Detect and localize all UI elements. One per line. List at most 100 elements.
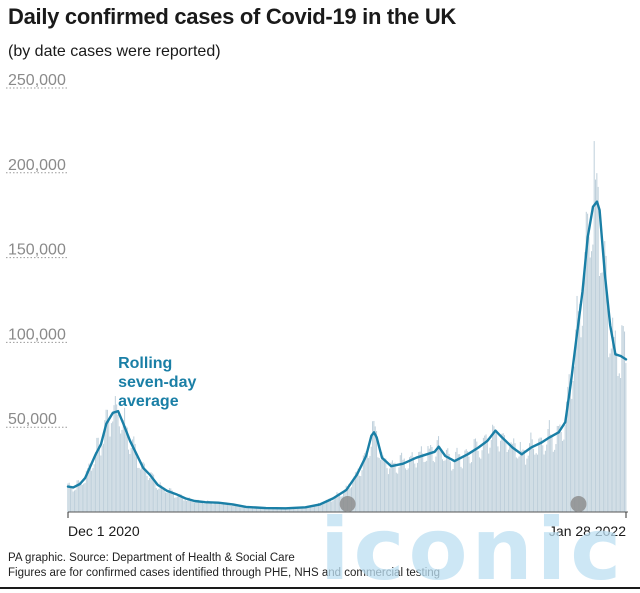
- daily-case-bar: [252, 506, 254, 512]
- daily-case-bar: [221, 504, 223, 512]
- daily-case-bar: [126, 427, 128, 512]
- daily-case-bar: [220, 504, 222, 512]
- daily-case-bar: [131, 439, 134, 512]
- daily-case-bar: [414, 463, 416, 512]
- annotation-line: Rolling: [118, 355, 172, 372]
- daily-case-bar: [467, 451, 469, 512]
- y-tick-label: 150,000: [8, 242, 66, 259]
- daily-case-bar: [373, 420, 375, 512]
- daily-case-bar: [451, 470, 453, 512]
- daily-case-bar: [130, 447, 132, 512]
- daily-case-bar: [589, 257, 591, 512]
- daily-case-bar: [383, 458, 385, 512]
- daily-case-bar: [468, 456, 470, 512]
- daily-case-bar: [482, 437, 484, 512]
- daily-case-bar: [286, 508, 288, 512]
- daily-case-bar: [159, 482, 161, 512]
- daily-case-bar: [385, 458, 387, 512]
- daily-case-bar: [412, 457, 414, 512]
- daily-case-bar: [282, 507, 284, 512]
- daily-case-bar: [518, 456, 520, 512]
- daily-case-bar: [81, 484, 83, 512]
- daily-case-bar: [609, 353, 611, 512]
- daily-case-bar: [229, 505, 231, 512]
- daily-case-bar: [190, 498, 192, 512]
- bottom-rule: [0, 587, 640, 589]
- daily-case-bar: [352, 481, 354, 512]
- daily-case-bar: [203, 503, 205, 512]
- daily-case-bar: [403, 458, 405, 512]
- daily-case-bar: [303, 507, 305, 512]
- daily-case-bar: [113, 405, 115, 512]
- daily-case-bar: [394, 462, 396, 512]
- daily-case-bar: [146, 475, 148, 512]
- daily-case-bar: [457, 454, 459, 512]
- rolling-average-line: [66, 200, 628, 510]
- daily-case-bar: [232, 505, 234, 512]
- daily-case-bar: [155, 488, 157, 512]
- daily-case-bar: [310, 505, 312, 512]
- daily-case-bar: [100, 455, 102, 512]
- daily-case-bar: [575, 329, 577, 512]
- annotation-line: average: [118, 393, 179, 410]
- daily-case-bar: [490, 439, 492, 512]
- daily-case-bar: [556, 425, 558, 512]
- daily-case-bar: [184, 499, 186, 512]
- daily-case-bar: [445, 449, 447, 512]
- daily-case-bar: [125, 426, 127, 512]
- daily-case-bar: [327, 499, 329, 512]
- daily-case-bar: [137, 467, 139, 512]
- daily-case-bar: [199, 501, 201, 512]
- daily-case-bar: [170, 488, 172, 512]
- daily-case-bar: [587, 213, 589, 513]
- daily-case-bar: [87, 468, 89, 512]
- daily-case-bar: [583, 284, 585, 512]
- series-line: [66, 200, 628, 510]
- daily-case-bar: [431, 446, 433, 512]
- daily-case-bar: [212, 504, 214, 512]
- daily-case-bar: [364, 453, 366, 512]
- daily-case-bar: [174, 497, 176, 512]
- daily-case-bar: [419, 451, 421, 512]
- daily-case-bar: [511, 443, 513, 512]
- daily-case-bar: [485, 434, 487, 512]
- daily-case-bar: [480, 458, 482, 512]
- daily-case-bar: [304, 508, 306, 512]
- daily-case-bar: [605, 255, 607, 512]
- daily-case-bar: [149, 478, 151, 512]
- daily-case-bar: [274, 508, 276, 512]
- daily-case-bar: [592, 244, 594, 512]
- daily-case-bar: [453, 462, 455, 512]
- daily-case-bar: [236, 504, 238, 512]
- daily-case-bar: [527, 455, 529, 512]
- daily-case-bar: [571, 398, 573, 512]
- daily-case-bar: [331, 501, 333, 512]
- daily-case-bar: [360, 476, 362, 512]
- daily-case-bar: [397, 473, 399, 512]
- daily-case-bar: [294, 508, 296, 512]
- daily-case-bar: [444, 460, 446, 512]
- daily-case-bar: [333, 499, 335, 512]
- daily-case-bar: [145, 468, 147, 512]
- daily-case-bar: [438, 436, 440, 512]
- source-note: PA graphic. Source: Department of Health…: [8, 551, 440, 581]
- daily-case-bar: [505, 440, 507, 512]
- daily-case-bar: [563, 439, 565, 512]
- daily-case-bar: [525, 464, 527, 512]
- daily-case-bar: [604, 241, 606, 512]
- daily-case-bar: [179, 493, 181, 512]
- daily-case-bar: [494, 429, 496, 512]
- daily-case-bar: [554, 449, 556, 512]
- daily-case-bar: [215, 502, 217, 512]
- daily-case-bar: [521, 450, 523, 512]
- daily-case-bar: [492, 424, 494, 512]
- daily-case-bar: [269, 508, 271, 512]
- daily-case-bar: [608, 357, 610, 512]
- daily-case-bar: [93, 464, 95, 512]
- daily-case-bar: [559, 424, 561, 512]
- daily-case-bar: [299, 506, 301, 512]
- daily-case-bar: [308, 505, 310, 512]
- daily-case-bar: [386, 468, 388, 512]
- daily-case-bar: [469, 463, 471, 512]
- daily-case-bar: [497, 446, 499, 512]
